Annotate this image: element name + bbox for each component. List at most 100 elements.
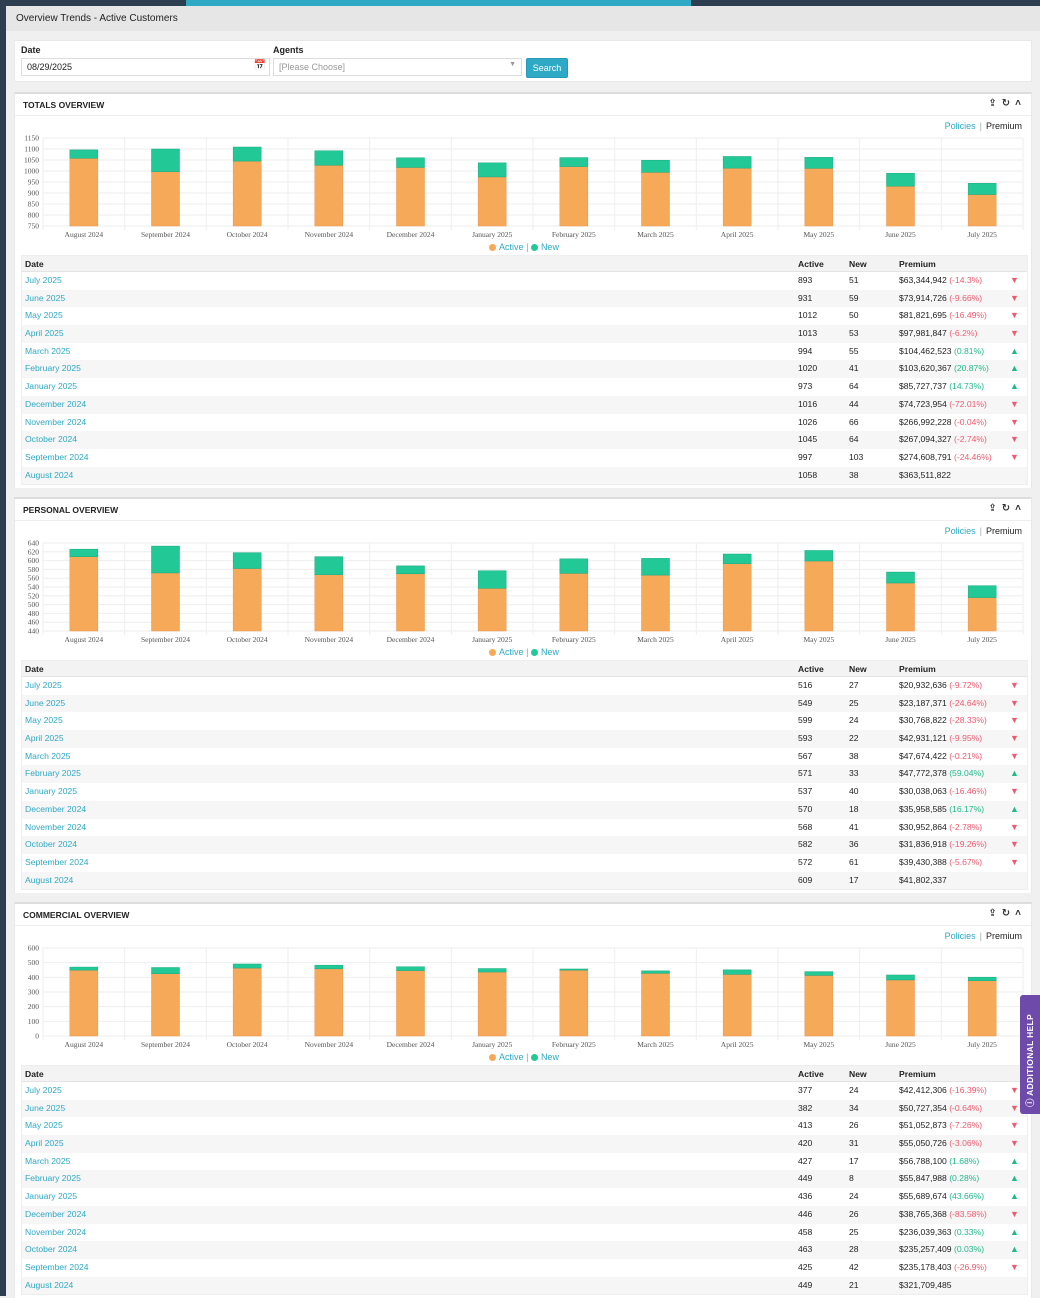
row-date-link[interactable]: August 2024 [25,1279,74,1290]
table-row: May 2025 599 24 $30,768,822 (-28.33%) ▼ [22,712,1027,730]
row-date-link[interactable]: June 2025 [25,1102,66,1113]
row-date-link[interactable]: February 2025 [25,768,81,779]
legend-active[interactable]: Active [499,647,524,657]
row-date-link[interactable]: October 2024 [25,434,78,445]
row-new: 64 [849,381,859,392]
row-date-link[interactable]: July 2025 [25,680,62,690]
arrow-up-icon: ▲ [1010,1244,1019,1255]
refresh-icon[interactable]: ↻ [1001,908,1011,919]
bar-active [232,967,262,1037]
legend-active[interactable]: Active [499,1052,524,1062]
row-date-link[interactable]: June 2025 [25,292,66,303]
row-date-link[interactable]: March 2025 [25,750,71,761]
chevron-down-icon: ▼ [509,61,516,68]
search-button[interactable]: Search [526,58,568,78]
row-date-link[interactable]: November 2024 [25,1226,87,1237]
row-date-link[interactable]: January 2025 [25,786,78,797]
row-date-link[interactable]: May 2025 [25,310,63,321]
row-date-link[interactable]: May 2025 [25,1120,63,1131]
export-icon[interactable]: ⇪ [988,98,997,109]
premium-value: $363,511,822 [899,469,951,480]
row-new: 24 [849,1085,859,1095]
refresh-icon[interactable]: ↻ [1001,503,1011,514]
premium-value: $41,802,337 [899,874,947,885]
calendar-icon[interactable]: 📅 [253,60,266,71]
premium-toggle[interactable]: Premium [985,121,1022,131]
row-new: 38 [849,750,859,761]
row-date-link[interactable]: May 2025 [25,715,63,726]
row-date-link[interactable]: April 2025 [25,733,64,744]
row-date-link[interactable]: September 2024 [25,856,89,867]
row-date-link[interactable]: April 2025 [25,328,64,339]
x-tick-label: June 2025 [885,1040,916,1049]
row-date-link[interactable]: December 2024 [25,1208,87,1219]
row-date-link[interactable]: August 2024 [25,469,74,480]
row-date-link[interactable]: April 2025 [25,1138,64,1149]
arrow-down-icon: ▼ [1010,786,1019,797]
row-date-link[interactable]: July 2025 [25,1085,62,1095]
legend-new[interactable]: New [540,1052,559,1062]
premium-toggle[interactable]: Premium [985,931,1022,941]
row-date-link[interactable]: February 2025 [25,363,81,374]
collapse-icon[interactable]: ˄ [1015,98,1021,109]
row-date-link[interactable]: December 2024 [25,398,87,409]
table-row: December 2024 570 18 $35,958,585 (16.17%) ▲ [22,800,1027,819]
row-date-link[interactable]: September 2024 [25,451,89,462]
table-row: June 2025 931 59 $73,914,726 (-9.66%) ▼ [22,289,1027,308]
row-date-link[interactable]: March 2025 [25,345,71,356]
premium-change: (-9.66%) [949,292,983,303]
additional-help-button[interactable]: ⓘ ADDITIONAL HELP [1020,995,1040,1114]
row-date-link[interactable]: October 2024 [25,839,78,850]
row-date-link[interactable]: November 2024 [25,821,87,832]
table-row: September 2024 997 103 $274,608,791 (-24.46… [22,449,1027,467]
bar-new [151,148,180,172]
legend-new[interactable]: New [540,647,559,657]
row-date-link[interactable]: October 2024 [25,1244,78,1255]
collapse-icon[interactable]: ˄ [1015,908,1021,919]
row-date-link[interactable]: June 2025 [25,697,66,708]
legend-new[interactable]: New [540,242,559,252]
x-tick-label: September 2024 [141,230,190,239]
arrow-down-icon: ▼ [1010,1102,1019,1113]
refresh-icon[interactable]: ↻ [1001,98,1011,109]
date-input[interactable]: 08/29/2025 📅 [21,58,270,76]
premium-change: (-9.95%) [949,733,983,744]
collapse-icon[interactable]: ˄ [1015,503,1021,514]
premium-value: $74,723,954 [899,398,947,409]
policies-toggle[interactable]: Policies [944,526,976,536]
row-new: 51 [849,275,859,285]
row-date-link[interactable]: January 2025 [25,1191,78,1202]
row-date-link[interactable]: July 2025 [25,275,62,285]
row-date-link[interactable]: January 2025 [25,381,78,392]
row-active: 994 [798,345,813,356]
bar-new [967,183,997,195]
row-active: 537 [798,786,813,797]
row-date-link[interactable]: August 2024 [25,874,74,885]
bar-active [804,168,834,227]
row-new: 66 [849,416,859,427]
agents-select[interactable]: [Please Choose] ▼ [273,58,522,76]
row-premium: $42,412,306 (-16.39%) [899,1082,987,1100]
row-date-link[interactable]: December 2024 [25,803,87,814]
policies-toggle[interactable]: Policies [944,931,976,941]
export-icon[interactable]: ⇪ [988,503,997,514]
legend-active[interactable]: Active [499,242,524,252]
row-date-link[interactable]: March 2025 [25,1155,71,1166]
row-active: 973 [798,381,813,392]
y-tick-label: 400 [28,973,40,982]
table-row: December 2024 446 26 $38,765,368 (-83.58%) ▼ [22,1205,1027,1224]
row-active: 568 [798,821,813,832]
policies-toggle[interactable]: Policies [944,121,976,131]
row-date-link[interactable]: February 2025 [25,1173,81,1184]
row-active: 1045 [798,434,818,445]
agents-label: Agents [273,45,304,55]
export-icon[interactable]: ⇪ [988,908,997,919]
row-premium: $47,772,378 (59.04%) [899,765,984,783]
premium-toggle[interactable]: Premium [985,526,1022,536]
row-date-link[interactable]: November 2024 [25,416,87,427]
premium-value: $30,038,063 [899,786,947,797]
table-row: March 2025 567 38 $47,674,422 (-0.21%) ▼ [22,748,1027,766]
row-premium: $235,257,409 (0.03%) [899,1241,984,1259]
row-date-link[interactable]: September 2024 [25,1261,89,1272]
